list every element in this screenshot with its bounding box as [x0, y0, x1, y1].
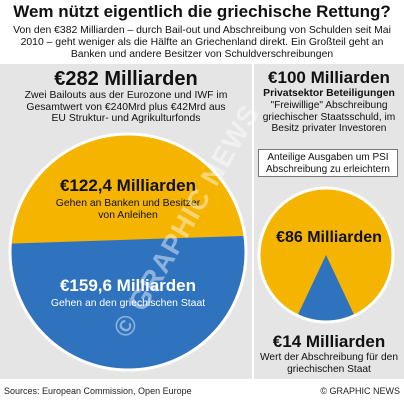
sources-text: Sources: European Commission, Open Europ… — [4, 386, 192, 396]
writeoff-amount: €14 Milliarden — [272, 332, 386, 351]
right-description: "Freiwillige" Abschreibung griechischer … — [262, 100, 396, 134]
left-total-amount: €282 Milliarden — [54, 68, 198, 90]
pie-slice-writeoff — [298, 255, 354, 321]
pie-slice-greek-state — [10, 235, 246, 370]
right-total-amount: €100 Milliarden — [268, 68, 390, 87]
slice-label-banks: Gehen an Banken und Besitzer von Anleihe… — [55, 198, 201, 221]
right-subtitle: Privatsektor Beteiligungen — [263, 88, 395, 99]
psi-note-box: Anteilige Ausgaben um PSI Abschreibung z… — [258, 149, 398, 177]
writeoff-description: Wert der Abschreibung für den griechisch… — [260, 352, 398, 375]
right-pie-chart — [257, 186, 395, 324]
slice-amount-banks: €122,4 Milliarden — [59, 176, 197, 195]
slice-label-greek-state: Gehen an den griechischen Staat — [50, 298, 206, 309]
left-pie-outline — [8, 132, 248, 372]
page-title: Wem nützt eigentlich die griechische Ret… — [13, 2, 391, 21]
slice-amount-greek-state: €159,6 Milliarden — [59, 276, 197, 295]
left-pie-chart — [10, 134, 246, 370]
credit-text: © GRAPHIC NEWS — [320, 386, 400, 396]
left-description: Zwei Bailouts aus der Eurozone und IWF i… — [24, 90, 228, 124]
intro-text: Von den €382 Milliarden – durch Bail-out… — [13, 25, 391, 60]
slice-amount-psi: €86 Milliarden — [276, 229, 382, 246]
